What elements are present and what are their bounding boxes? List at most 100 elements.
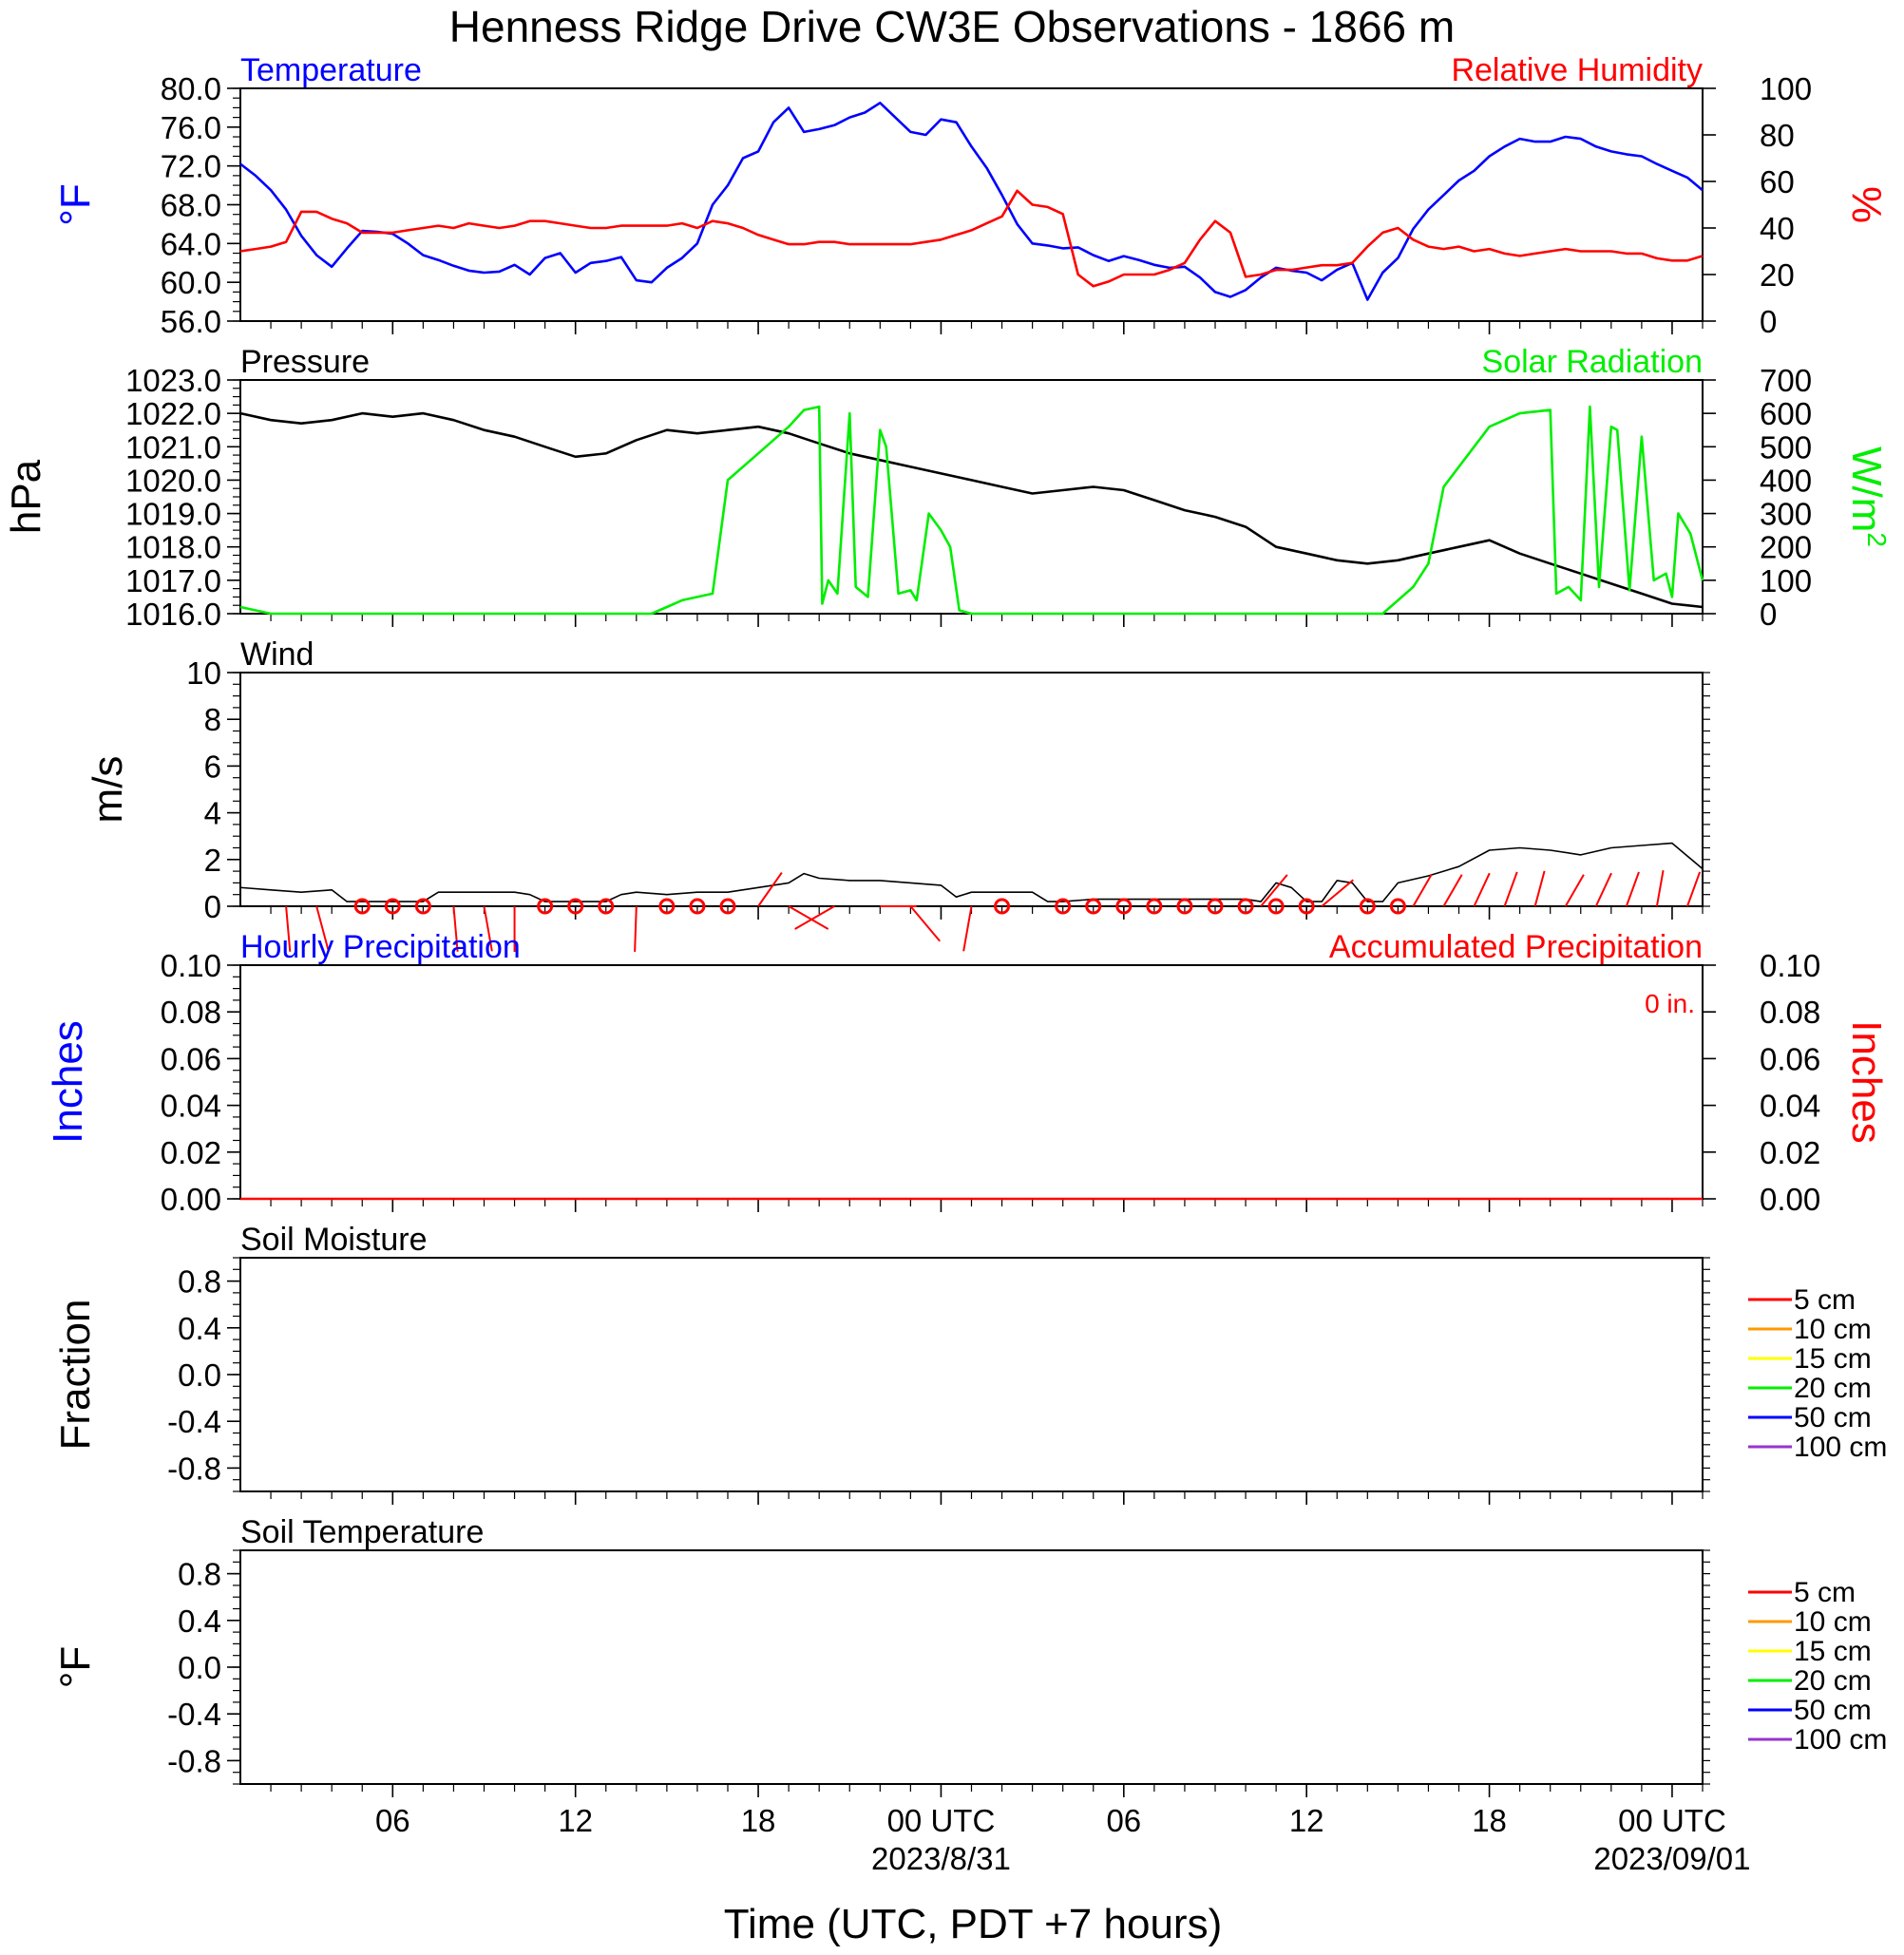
calm-wind-marker [537,898,554,915]
y-tick-label-right: 0.04 [1760,1089,1820,1124]
y-tick-label-left: 6 [204,749,221,784]
legend-label: 10 cm [1794,1606,1872,1638]
panel-title-right: Accumulated Precipitation [1329,929,1703,965]
y-tick-label-left: 0.02 [161,1135,221,1170]
panel-temp_rh: 56.0 60.0 64.068.0 72.0 76.0 80.0 0 20 40 60 80 100… [52,52,1890,339]
legend-label: 5 cm [1794,1577,1856,1608]
y-tick-label-left: 0.04 [161,1089,221,1124]
wind-barb [1533,870,1546,907]
y-tick-label-right: 300 [1760,497,1812,532]
y-axis-label-left: °F [52,1646,99,1688]
wind-barb [909,905,941,942]
y-axis-label-left: m/s [85,756,131,824]
wind-barb [634,905,638,953]
y-tick-label-left: 0.4 [178,1311,221,1346]
y-axis-label-right: W/m2 [1843,446,1892,547]
y-tick-label-right: 600 [1760,396,1812,431]
panel-title-left: Hourly Precipitation [240,929,521,965]
calm-wind-marker [1146,898,1163,915]
calm-wind-marker [384,898,401,915]
wind-barb [285,905,292,952]
y-tick-label-left: 1018.0 [125,530,221,565]
panel-wind: 0 2 4 6 8 10 Wind m/s [85,636,1710,953]
y-tick-label-left: 0 [204,889,221,924]
legend-label: 50 cm [1794,1402,1872,1433]
wind-barb [1503,871,1518,907]
chart-title: Henness Ridge Drive CW3E Observations - … [449,2,1455,51]
y-tick-label-left: 4 [204,796,221,831]
calm-wind-marker [1115,898,1133,915]
y-tick-label-right: 700 [1760,363,1812,398]
y-tick-label-left: 0.4 [178,1604,221,1639]
y-tick-label-right: 0.06 [1760,1041,1820,1076]
legend-label: 15 cm [1794,1343,1872,1375]
wind-barb [788,905,829,930]
y-tick-label-right: 400 [1760,463,1812,498]
legend-label: 20 cm [1794,1373,1872,1404]
y-tick-label-left: 1023.0 [125,363,221,398]
panel-title-left: Soil Moisture [240,1222,428,1258]
calm-wind-marker [414,898,431,915]
series-pressure [239,411,1704,609]
panel-title-right: Solar Radiation [1482,344,1703,380]
wind-barb [1655,870,1665,907]
y-tick-label-right: 20 [1760,257,1795,293]
y-tick-label-left: 10 [186,655,221,691]
legend-label: 10 cm [1794,1314,1872,1345]
y-tick-label-left: -0.4 [167,1404,221,1439]
y-axis-label-left: °F [52,183,99,225]
y-tick-label-left: 60.0 [161,265,221,300]
x-axis-label: Time (UTC, PDT +7 hours) [724,1901,1222,1947]
calm-wind-marker [689,898,706,915]
y-tick-label-left: 64.0 [161,226,221,261]
x-tick-label: 00 UTC [1618,1803,1726,1838]
y-axis-label-left: Inches [45,1020,91,1144]
y-tick-label-left: 0.8 [178,1557,221,1592]
x-tick-label: 18 [741,1803,776,1838]
y-tick-label-left: 0.10 [161,948,221,983]
y-tick-label-right: 80 [1760,118,1795,153]
panel-title-right: Relative Humidity [1451,52,1703,88]
panels: 56.060.064.068.072.076.080.0020406080100… [3,52,1892,1876]
wind-barb [962,905,973,952]
y-axis-label-right: % [1843,186,1890,223]
wind-barb [1473,872,1491,907]
x-tick-label: 12 [558,1803,593,1838]
calm-wind-marker [1055,898,1072,915]
y-tick-label-left: 1019.0 [125,497,221,532]
legend-label: 50 cm [1794,1695,1872,1726]
panel-pressure_solar: 1016.01017.01018.01019.01020.01021.01022… [3,344,1892,632]
panel-title-left: Soil Temperature [240,1514,484,1550]
plot-frame [239,87,1704,322]
calm-wind-marker [1359,898,1376,915]
x-tick-label: 06 [375,1803,410,1838]
plot-frame [239,672,1704,907]
calm-wind-marker [567,898,584,915]
y-tick-label-right: 0 [1760,304,1777,339]
y-tick-label-left: 76.0 [161,110,221,145]
calm-wind-marker [1298,898,1315,915]
legend-label: 5 cm [1794,1284,1856,1316]
y-tick-label-left: 8 [204,702,221,737]
panel-soil_moisture: -0.8 -0.4 0.0 0.4 0.8 Soil Moisture Fraction 5 … [52,1222,1887,1505]
x-tick-label: 00 UTC [887,1803,996,1838]
y-axis-label-left: hPa [3,459,49,534]
y-tick-label-left: 0.8 [178,1264,221,1300]
panel-title-left: Pressure [240,344,370,380]
legend-label: 20 cm [1794,1665,1872,1697]
y-tick-label-left: -0.8 [167,1743,221,1778]
y-tick-label-left: 1020.0 [125,463,221,498]
wind-barb [757,872,783,907]
wind-barb [1564,874,1585,907]
y-tick-label-left: -0.8 [167,1451,221,1486]
y-tick-label-left: 68.0 [161,188,221,223]
y-tick-label-right: 0.10 [1760,948,1820,983]
wind-barb [1412,874,1433,907]
panel-title-left: Temperature [240,52,422,88]
y-tick-label-right: 0.00 [1760,1182,1820,1217]
series-temperature [239,102,1704,301]
y-tick-label-right: 40 [1760,211,1795,246]
y-tick-label-right: 0.08 [1760,995,1820,1030]
panel-precip: 0.00 0.02 0.04 0.06 0.08 0.10 0.00 0.02 0.04 0.06… [45,929,1890,1217]
